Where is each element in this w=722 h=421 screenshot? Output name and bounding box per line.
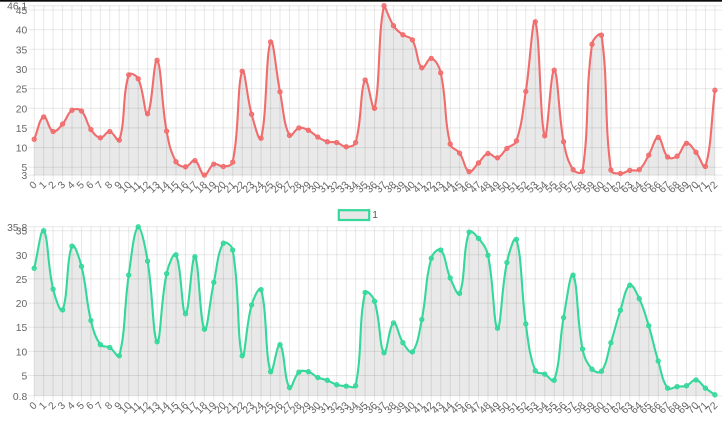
svg-text:30: 30 bbox=[16, 251, 28, 262]
svg-text:46.1: 46.1 bbox=[7, 2, 27, 13]
svg-text:3: 3 bbox=[21, 171, 27, 182]
svg-text:5: 5 bbox=[21, 372, 27, 383]
svg-text:25: 25 bbox=[16, 275, 28, 286]
svg-text:15: 15 bbox=[16, 124, 28, 135]
svg-text:20: 20 bbox=[16, 299, 28, 310]
svg-text:0.8: 0.8 bbox=[13, 392, 28, 403]
svg-text:25: 25 bbox=[16, 85, 28, 96]
svg-text:40: 40 bbox=[16, 26, 28, 37]
svg-text:5: 5 bbox=[21, 163, 27, 174]
svg-text:35: 35 bbox=[16, 45, 28, 56]
svg-text:15: 15 bbox=[16, 323, 28, 334]
svg-text:20: 20 bbox=[16, 104, 28, 115]
svg-text:1: 1 bbox=[372, 210, 377, 221]
svg-text:35: 35 bbox=[16, 227, 28, 238]
svg-text:10: 10 bbox=[16, 347, 28, 358]
svg-text:35.8: 35.8 bbox=[7, 223, 27, 234]
svg-text:10: 10 bbox=[16, 144, 28, 155]
svg-text:45: 45 bbox=[16, 6, 28, 17]
svg-text:30: 30 bbox=[16, 65, 28, 76]
